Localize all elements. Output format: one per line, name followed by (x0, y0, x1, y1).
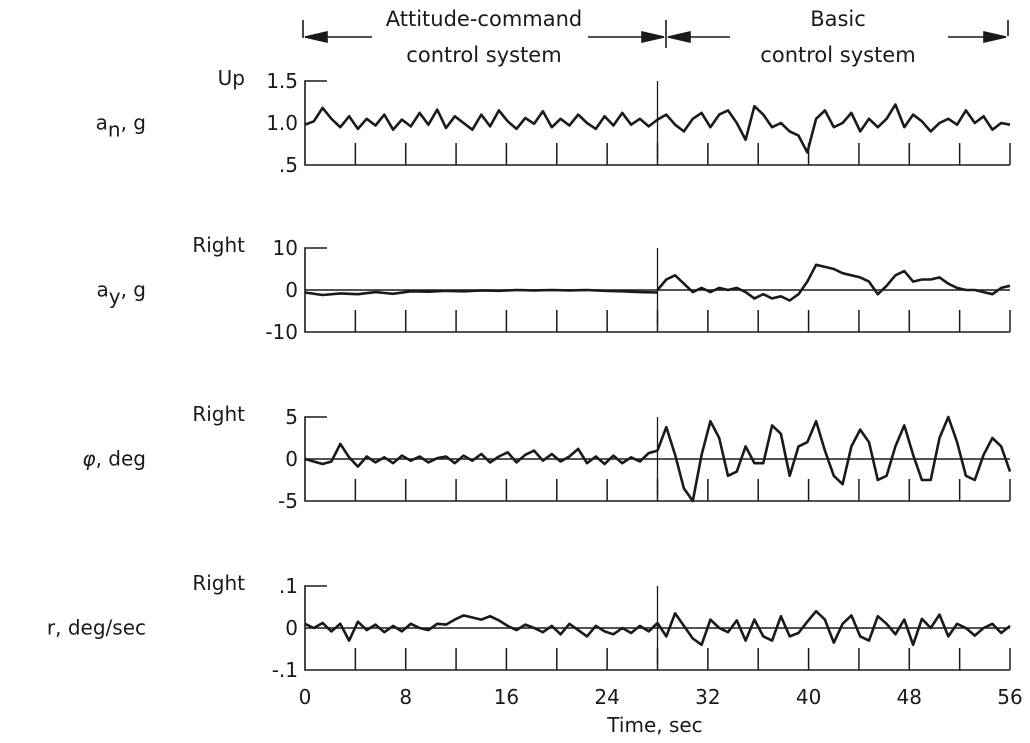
panel-phi-y-tick-label: -5 (278, 489, 298, 513)
panel-r-trace-attitude-command (304, 614, 659, 642)
panel-an-y-tick-label: .5 (279, 153, 298, 177)
x-tick-label: 56 (997, 685, 1022, 709)
variable-symbol: a (96, 278, 108, 302)
bracket-a-right-arrow (641, 30, 665, 44)
panel-r-y-tick-label: 0 (285, 616, 298, 640)
region-a-title-line1: Attitude-command (386, 7, 583, 31)
panel-phi-y-tick-label: 0 (285, 447, 298, 471)
variable-unit: , deg (96, 447, 146, 471)
panel-ay: 10 0 -10 Right ay, g (96, 233, 1011, 344)
panel-r-variable-label: r, deg/sec (47, 616, 146, 640)
panel-r-direction-label: Right (192, 571, 245, 595)
panel-ay-direction-label: Right (192, 233, 245, 257)
bracket-b-right-arrow (983, 30, 1007, 44)
bracket-b-left-arrow (667, 30, 691, 44)
panel-r-y-tick-label: .1 (279, 574, 298, 598)
x-tick-label: 16 (494, 685, 519, 709)
x-tick-label: 32 (695, 685, 720, 709)
variable-unit: , g (121, 111, 146, 135)
variable-unit: , g (121, 278, 146, 302)
panel-an-y-tick-label: 1.5 (266, 69, 298, 93)
variable-symbol: r (47, 616, 56, 640)
panel-r: .1 0 -.1 Right r, deg/sec (47, 571, 1011, 682)
panel-an-trace-attitude-command (304, 106, 659, 131)
variable-unit: , deg/sec (55, 616, 146, 640)
x-tick-label: 40 (796, 685, 821, 709)
panel-ay-y-tick-label: 0 (285, 278, 298, 302)
x-tick-label: 48 (897, 685, 922, 709)
panel-an-trace-basic (656, 103, 1011, 154)
panel-ay-trace-basic (656, 263, 1011, 302)
x-tick-label: 24 (594, 685, 619, 709)
panel-an-direction-label: Up (218, 66, 245, 90)
x-axis-title: Time, sec (606, 713, 702, 737)
region-a-title-line2: control system (406, 43, 561, 67)
panel-ay-variable-label: ay, g (96, 278, 146, 309)
bracket-a-left-arrow (304, 30, 328, 44)
panel-r-trace-basic (656, 609, 1011, 647)
panel-an-y-tick-label: 1.0 (266, 111, 298, 135)
panel-phi-y-tick-label: 5 (285, 405, 298, 429)
region-b-title-line1: Basic (810, 7, 866, 31)
x-axis: 0 8 16 24 32 40 48 56 (299, 685, 1023, 709)
panel-ay-y-tick-label: -10 (265, 320, 298, 344)
variable-subscript: n (108, 118, 121, 142)
variable-symbol: φ (82, 447, 95, 471)
variable-symbol: a (96, 111, 108, 135)
region-b-title-line2: control system (760, 43, 915, 67)
panel-phi: 5 0 -5 Right φ, deg (82, 402, 1012, 513)
panel-ay-y-tick-label: 10 (273, 236, 298, 260)
panel-an: 1.5 1.0 .5 Up an, g (96, 66, 1011, 177)
panel-an-variable-label: an, g (96, 111, 146, 142)
region-brackets (302, 20, 1009, 48)
panel-phi-trace-basic (656, 415, 1012, 503)
panel-phi-variable-label: φ, deg (82, 447, 146, 471)
panel-r-y-tick-label: -.1 (272, 658, 298, 682)
panel-ay-trace-attitude-command (304, 288, 658, 297)
panel-phi-direction-label: Right (192, 402, 245, 426)
x-tick-label: 0 (299, 685, 312, 709)
panel-phi-trace-attitude-command (304, 442, 658, 468)
x-tick-label: 8 (399, 685, 412, 709)
variable-subscript: y (109, 285, 121, 309)
